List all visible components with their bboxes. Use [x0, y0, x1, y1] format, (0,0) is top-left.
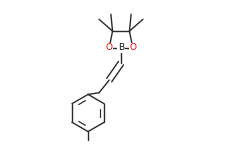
- Text: O: O: [129, 44, 136, 52]
- Text: B: B: [118, 44, 124, 52]
- Text: O: O: [106, 44, 113, 52]
